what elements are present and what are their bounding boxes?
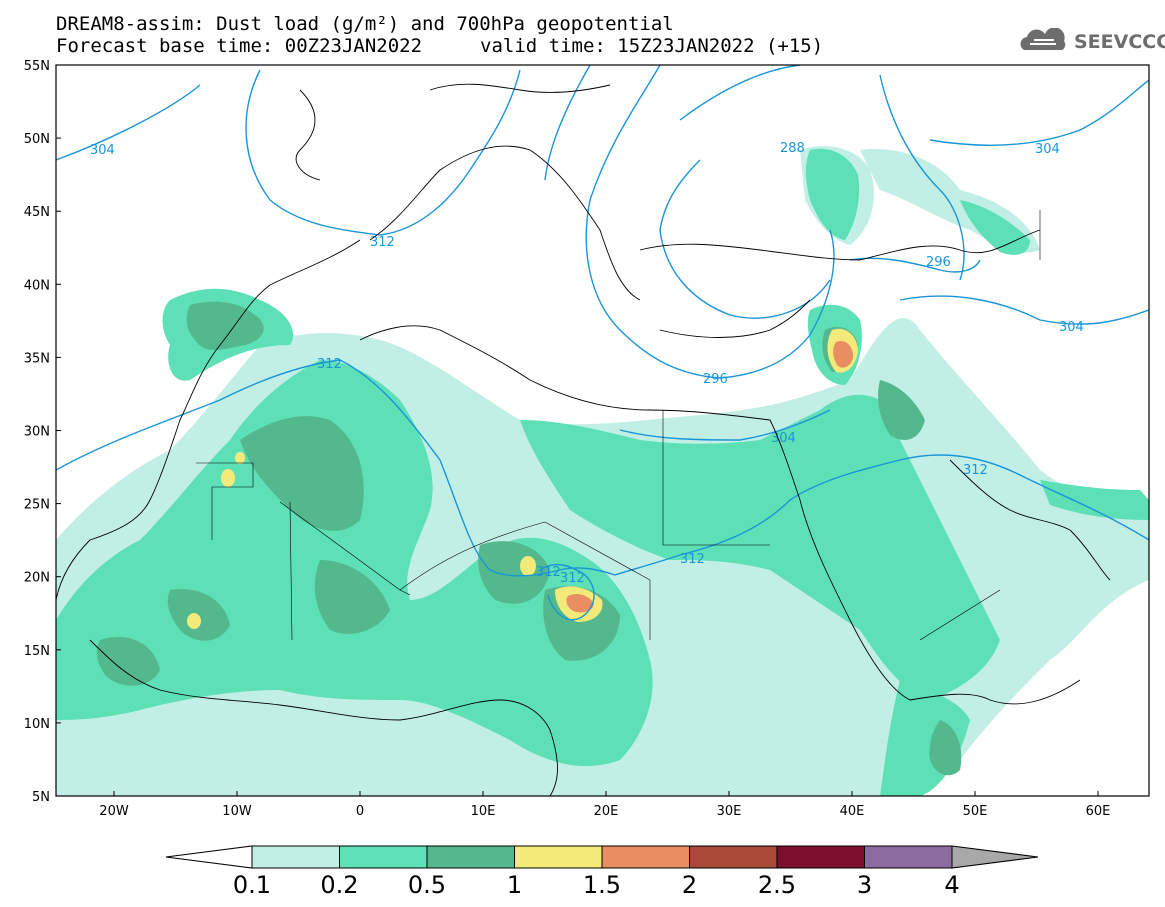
colorbar-tick-label: 2.5 [758, 871, 796, 899]
borders [196, 210, 1041, 641]
map-title: DREAM8-assim: Dust load (g/m²) and 700hP… [56, 13, 674, 35]
lon-label: 0 [356, 804, 364, 819]
lon-label: 50E [963, 804, 988, 819]
lon-label: 20W [99, 804, 129, 819]
colorbar-under-triangle [165, 845, 253, 869]
svg-text:304: 304 [1035, 142, 1060, 157]
lon-label: 40E [840, 804, 865, 819]
lat-label: 30N [24, 425, 50, 440]
lon-label: 60E [1086, 804, 1111, 819]
coastlines [56, 83, 1111, 796]
lat-label: 25N [24, 498, 50, 513]
colorbar-tick-label: 3 [857, 871, 872, 899]
colorbar-tick-label: 1.5 [583, 871, 621, 899]
logo-text: SEEVCCC [1074, 31, 1165, 53]
cloud-logo-icon [1020, 28, 1066, 50]
lat-label: 35N [24, 351, 50, 366]
svg-text:312: 312 [963, 463, 988, 478]
svg-text:312: 312 [680, 552, 705, 567]
lon-label: 10E [471, 804, 496, 819]
svg-text:304: 304 [771, 431, 796, 446]
longitude-axis: 20W 10W 0 10E 20E 30E 40E 50E 60E [99, 791, 1110, 819]
lat-label: 50N [24, 132, 50, 147]
svg-text:304: 304 [1059, 320, 1084, 335]
lat-label: 5N [32, 790, 50, 805]
colorbar-segment [689, 845, 778, 869]
lat-label: 15N [24, 644, 50, 659]
colorbar-segment [339, 845, 428, 869]
colorbar-segment [426, 845, 515, 869]
colorbar-tick-label: 0.1 [233, 871, 271, 899]
svg-text:312: 312 [560, 571, 585, 586]
svg-text:304: 304 [90, 143, 115, 158]
contour-labels: 304 312 288 296 304 296 312 312 304 312 … [90, 141, 1084, 586]
svg-text:288: 288 [780, 141, 805, 156]
svg-text:312: 312 [317, 357, 342, 372]
colorbar-tick-label: 1 [507, 871, 522, 899]
lon-label: 10W [222, 804, 252, 819]
colorbar-segment [776, 845, 865, 869]
lat-label: 20N [24, 571, 50, 586]
colorbar-tick-label: 4 [944, 871, 959, 899]
svg-text:312: 312 [370, 235, 395, 250]
latitude-axis: 55N 50N 45N 40N 35N 30N 25N 20N 15N 10N 5N [24, 59, 61, 805]
forecast-base-time: Forecast base time: 00Z23JAN2022 [56, 35, 423, 57]
colorbar-segment [601, 845, 690, 869]
dust-fields: 304 312 288 296 304 296 312 312 304 312 … [56, 65, 1149, 796]
lon-label: 30E [717, 804, 742, 819]
lat-label: 40N [24, 278, 50, 293]
lat-label: 45N [24, 205, 50, 220]
colorbar-tick-label: 0.2 [320, 871, 358, 899]
colorbar-tick-label: 2 [682, 871, 697, 899]
lat-label: 10N [24, 717, 50, 732]
colorbar-tick-label: 0.5 [408, 871, 446, 899]
geopotential-contours [56, 65, 1149, 621]
lat-label: 55N [24, 59, 50, 74]
colorbar: 0.1 0.2 0.5 1 1.5 2 2.5 3 4 [165, 845, 1039, 899]
colorbar-segment [864, 845, 953, 869]
colorbar-segment [251, 845, 340, 869]
svg-text:296: 296 [926, 255, 951, 270]
valid-time: valid time: 15Z23JAN2022 (+15) [480, 35, 824, 57]
svg-text:296: 296 [703, 372, 728, 387]
colorbar-segment [514, 845, 603, 869]
svg-text:312: 312 [536, 565, 561, 580]
lon-label: 20E [594, 804, 619, 819]
colorbar-over-triangle [951, 845, 1039, 869]
